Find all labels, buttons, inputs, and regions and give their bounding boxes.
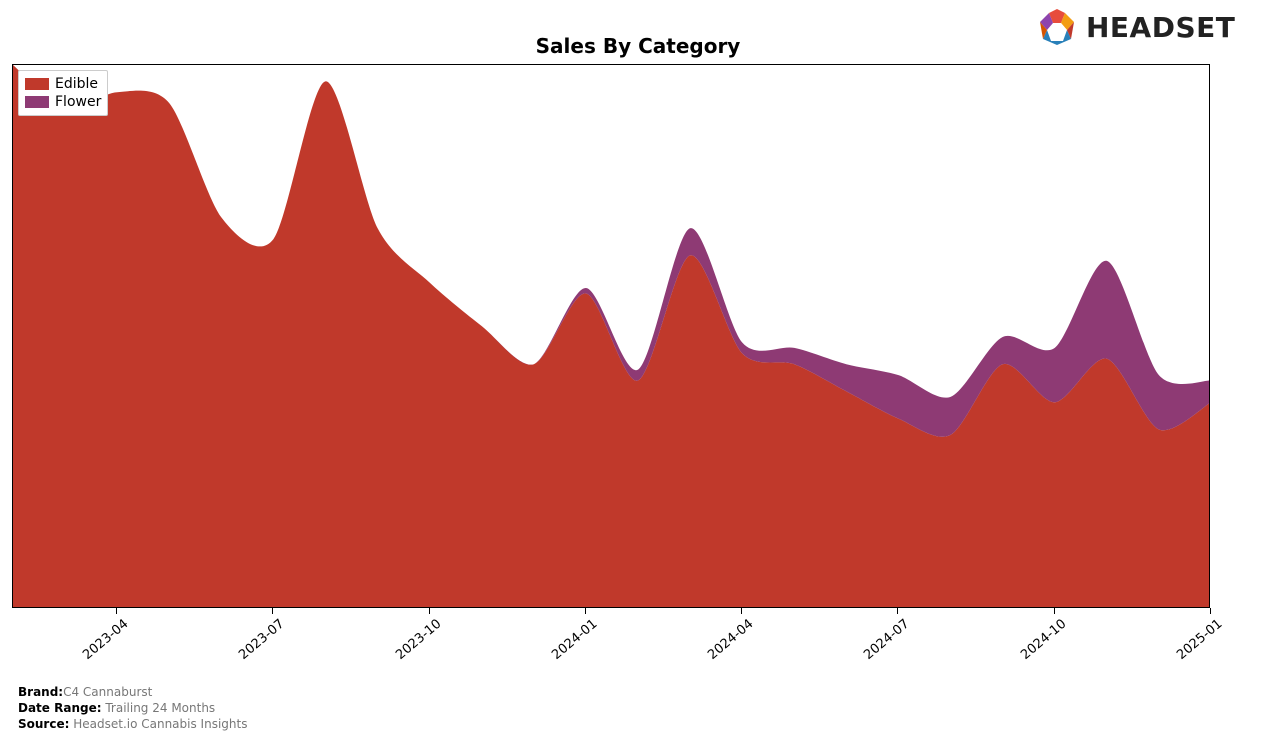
x-tick-label: 2024-10: [1018, 617, 1069, 663]
plot-area: [12, 64, 1210, 608]
x-tick-label: 2024-01: [549, 617, 600, 663]
legend-item: Flower: [25, 93, 101, 111]
meta-value: Headset.io Cannabis Insights: [69, 717, 247, 731]
meta-key: Date Range:: [18, 701, 102, 715]
meta-key: Brand:: [18, 685, 63, 699]
meta-row: Date Range: Trailing 24 Months: [18, 700, 247, 716]
x-tick-label: 2023-04: [80, 617, 131, 663]
brand-logo-text: HEADSET: [1086, 11, 1235, 44]
x-tick-mark: [272, 608, 273, 614]
chart-metadata: Brand:C4 CannaburstDate Range: Trailing …: [18, 684, 247, 732]
x-tick-label: 2024-04: [705, 617, 756, 663]
x-tick-mark: [897, 608, 898, 614]
meta-row: Source: Headset.io Cannabis Insights: [18, 716, 247, 732]
legend-label: Flower: [55, 93, 101, 111]
x-tick-label: 2025-01: [1174, 617, 1225, 663]
meta-value: C4 Cannaburst: [63, 685, 152, 699]
x-tick-mark: [116, 608, 117, 614]
x-tick-mark: [741, 608, 742, 614]
meta-key: Source:: [18, 717, 69, 731]
x-tick-label: 2023-07: [237, 617, 288, 663]
chart-container: Sales By Category HEADSET EdibleFlower 2…: [0, 0, 1276, 738]
legend-label: Edible: [55, 75, 98, 93]
legend-item: Edible: [25, 75, 101, 93]
legend-swatch: [25, 78, 49, 90]
x-tick-label: 2023-10: [393, 617, 444, 663]
meta-row: Brand:C4 Cannaburst: [18, 684, 247, 700]
x-tick-mark: [585, 608, 586, 614]
area-chart-svg: [13, 65, 1210, 608]
legend-swatch: [25, 96, 49, 108]
x-tick-mark: [1054, 608, 1055, 614]
brand-logo: HEADSET: [1036, 6, 1266, 48]
headset-logo-mark: [1036, 6, 1078, 48]
x-tick-mark: [429, 608, 430, 614]
legend: EdibleFlower: [18, 70, 108, 116]
x-tick-mark: [1210, 608, 1211, 614]
x-tick-label: 2024-07: [862, 617, 913, 663]
meta-value: Trailing 24 Months: [102, 701, 216, 715]
